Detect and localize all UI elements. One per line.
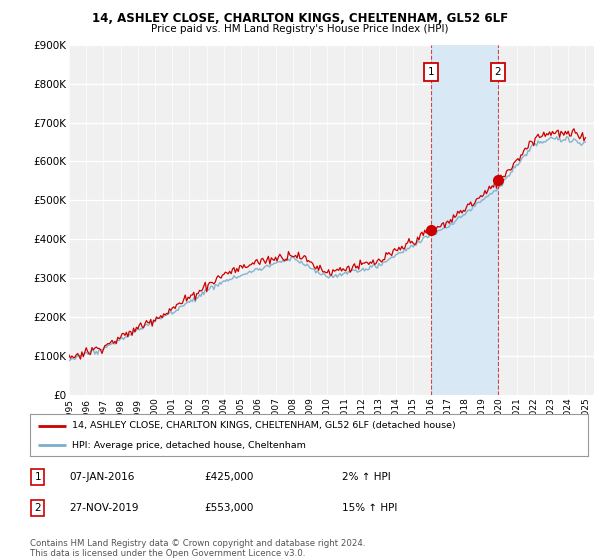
Text: £553,000: £553,000: [204, 503, 253, 513]
Text: 1: 1: [34, 472, 41, 482]
Text: 14, ASHLEY CLOSE, CHARLTON KINGS, CHELTENHAM, GL52 6LF: 14, ASHLEY CLOSE, CHARLTON KINGS, CHELTE…: [92, 12, 508, 25]
Text: 2% ↑ HPI: 2% ↑ HPI: [342, 472, 391, 482]
Text: 2: 2: [494, 67, 501, 77]
Text: 07-JAN-2016: 07-JAN-2016: [69, 472, 134, 482]
Text: HPI: Average price, detached house, Cheltenham: HPI: Average price, detached house, Chel…: [72, 441, 306, 450]
Bar: [431, 45, 498, 395]
Text: 14, ASHLEY CLOSE, CHARLTON KINGS, CHELTENHAM, GL52 6LF (detached house): 14, ASHLEY CLOSE, CHARLTON KINGS, CHELTE…: [72, 421, 455, 430]
Text: Contains HM Land Registry data © Crown copyright and database right 2024.
This d: Contains HM Land Registry data © Crown c…: [30, 539, 365, 558]
Text: 2: 2: [34, 503, 41, 513]
Text: £425,000: £425,000: [204, 472, 253, 482]
Text: Price paid vs. HM Land Registry's House Price Index (HPI): Price paid vs. HM Land Registry's House …: [151, 24, 449, 34]
Text: 1: 1: [428, 67, 434, 77]
Text: 15% ↑ HPI: 15% ↑ HPI: [342, 503, 397, 513]
Text: 27-NOV-2019: 27-NOV-2019: [69, 503, 139, 513]
